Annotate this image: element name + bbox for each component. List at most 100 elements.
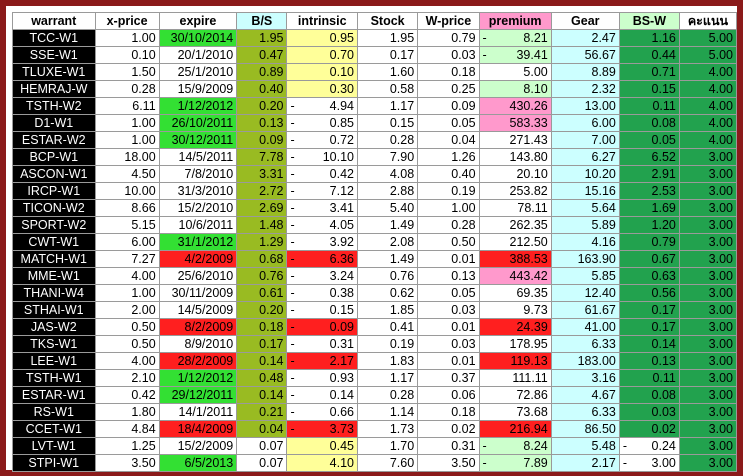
- w-price-cell[interactable]: 0.50: [417, 233, 480, 251]
- expire-cell[interactable]: 30/11/2009: [158, 284, 238, 302]
- w-price-cell[interactable]: 0.03: [417, 46, 480, 64]
- w-price-cell[interactable]: 0.01: [417, 352, 480, 370]
- stock-cell[interactable]: 1.17: [356, 97, 419, 115]
- premium-cell[interactable]: 9.73: [478, 301, 552, 319]
- premium-cell[interactable]: 216.94: [478, 420, 552, 438]
- stock-cell[interactable]: 1.49: [356, 216, 419, 234]
- expire-cell[interactable]: 15/2/2010: [158, 199, 238, 217]
- header-warrant[interactable]: warrant: [12, 12, 96, 30]
- table-row[interactable]: LVT-W1 1.25 15/2/2009 0.07 0.45 1.70 0.31-8.24…: [12, 437, 738, 455]
- w-price-cell[interactable]: 0.09: [417, 97, 480, 115]
- expire-cell[interactable]: 14/1/2011: [158, 403, 238, 421]
- expire-cell[interactable]: 14/5/2009: [158, 301, 238, 319]
- stock-cell[interactable]: 1.70: [356, 437, 419, 455]
- premium-cell[interactable]: 5.00: [478, 63, 552, 81]
- gear-cell[interactable]: 2.47: [550, 29, 620, 47]
- w-price-cell[interactable]: 3.50: [417, 454, 480, 472]
- warrant-cell[interactable]: MATCH-W1: [12, 250, 96, 268]
- expire-cell[interactable]: 15/9/2009: [158, 80, 238, 98]
- table-row[interactable]: D1-W1 1.00 26/10/2011 0.13- 0.85 0.15 0.05 583.…: [12, 114, 738, 132]
- w-price-cell[interactable]: 0.01: [417, 250, 480, 268]
- table-row[interactable]: TSTH-W1 2.10 1/12/2012 0.48- 0.93 1.17 0.37 111…: [12, 369, 738, 387]
- table-row[interactable]: TICON-W2 8.66 15/2/2010 2.69- 3.41 5.40 1.00 78…: [12, 199, 738, 217]
- intrinsic-cell[interactable]: - 0.38: [286, 284, 358, 302]
- w-price-cell[interactable]: 0.05: [417, 114, 480, 132]
- score-cell[interactable]: 4.00: [678, 80, 738, 98]
- bs-w-cell[interactable]: 6.52: [618, 148, 680, 166]
- w-price-cell[interactable]: 0.04: [417, 131, 480, 149]
- bs-w-cell[interactable]: - 0.24: [618, 437, 680, 455]
- stock-cell[interactable]: 0.58: [356, 80, 419, 98]
- intrinsic-cell[interactable]: - 6.36: [286, 250, 358, 268]
- w-price-cell[interactable]: 0.03: [417, 301, 480, 319]
- header-w-price[interactable]: W-price: [417, 12, 480, 30]
- table-row[interactable]: TKS-W1 0.50 8/9/2010 0.17- 0.31 0.19 0.03 178.9…: [12, 335, 738, 353]
- intrinsic-cell[interactable]: - 10.10: [286, 148, 358, 166]
- stock-cell[interactable]: 1.95: [356, 29, 419, 47]
- bs-cell[interactable]: 0.07: [236, 454, 288, 472]
- warrant-cell[interactable]: STPI-W1: [12, 454, 96, 472]
- premium-cell[interactable]: 72.86: [478, 386, 552, 404]
- stock-cell[interactable]: 0.28: [356, 131, 419, 149]
- premium-cell[interactable]: 78.11: [478, 199, 552, 217]
- gear-cell[interactable]: 2.32: [550, 80, 620, 98]
- bs-w-cell[interactable]: 0.02: [618, 420, 680, 438]
- stock-cell[interactable]: 0.76: [356, 267, 419, 285]
- warrant-cell[interactable]: LVT-W1: [12, 437, 96, 455]
- table-row[interactable]: JAS-W2 0.50 8/2/2009 0.18- 0.09 0.41 0.01 24.39…: [12, 318, 738, 336]
- premium-cell[interactable]: 73.68: [478, 403, 552, 421]
- table-row[interactable]: MATCH-W1 7.27 4/2/2009 0.68- 6.36 1.49 0.01 388…: [12, 250, 738, 268]
- premium-cell[interactable]: 583.33: [478, 114, 552, 132]
- bs-cell[interactable]: 0.17: [236, 335, 288, 353]
- intrinsic-cell[interactable]: 4.10: [286, 454, 358, 472]
- premium-cell[interactable]: 262.35: [478, 216, 552, 234]
- expire-cell[interactable]: 28/2/2009: [158, 352, 238, 370]
- header-stock[interactable]: Stock: [356, 12, 419, 30]
- gear-cell[interactable]: 5.89: [550, 216, 620, 234]
- gear-cell[interactable]: 183.00: [550, 352, 620, 370]
- bs-cell[interactable]: 0.47: [236, 46, 288, 64]
- expire-cell[interactable]: 26/10/2011: [158, 114, 238, 132]
- premium-cell[interactable]: 20.10: [478, 165, 552, 183]
- premium-cell[interactable]: - 7.89: [478, 454, 552, 472]
- bs-cell[interactable]: 0.14: [236, 386, 288, 404]
- gear-cell[interactable]: 3.16: [550, 369, 620, 387]
- w-price-cell[interactable]: 0.18: [417, 63, 480, 81]
- intrinsic-cell[interactable]: - 3.73: [286, 420, 358, 438]
- bs-w-cell[interactable]: 1.16: [618, 29, 680, 47]
- table-row[interactable]: SPORT-W2 5.15 10/6/2011 1.48- 4.05 1.49 0.28 26…: [12, 216, 738, 234]
- header-bs-w[interactable]: BS-W: [618, 12, 680, 30]
- score-cell[interactable]: 3.00: [678, 199, 738, 217]
- score-cell[interactable]: 3.00: [678, 301, 738, 319]
- stock-cell[interactable]: 1.73: [356, 420, 419, 438]
- premium-cell[interactable]: 212.50: [478, 233, 552, 251]
- score-cell[interactable]: 3.00: [678, 403, 738, 421]
- intrinsic-cell[interactable]: - 0.42: [286, 165, 358, 183]
- table-row[interactable]: ASCON-W1 4.50 7/8/2010 3.31- 0.42 4.08 0.40 20.…: [12, 165, 738, 183]
- x-price-cell[interactable]: 0.10: [94, 46, 160, 64]
- score-cell[interactable]: 3.00: [678, 454, 738, 472]
- w-price-cell[interactable]: 0.40: [417, 165, 480, 183]
- warrant-cell[interactable]: ASCON-W1: [12, 165, 96, 183]
- intrinsic-cell[interactable]: - 0.85: [286, 114, 358, 132]
- intrinsic-cell[interactable]: - 0.14: [286, 386, 358, 404]
- bs-w-cell[interactable]: 2.91: [618, 165, 680, 183]
- stock-cell[interactable]: 0.19: [356, 335, 419, 353]
- w-price-cell[interactable]: 0.06: [417, 386, 480, 404]
- premium-cell[interactable]: - 39.41: [478, 46, 552, 64]
- expire-cell[interactable]: 15/2/2009: [158, 437, 238, 455]
- x-price-cell[interactable]: 0.42: [94, 386, 160, 404]
- table-row[interactable]: LEE-W1 4.00 28/2/2009 0.14- 2.17 1.83 0.01 119.…: [12, 352, 738, 370]
- warrant-cell[interactable]: HEMRAJ-W: [12, 80, 96, 98]
- warrant-cell[interactable]: SPORT-W2: [12, 216, 96, 234]
- intrinsic-cell[interactable]: - 7.12: [286, 182, 358, 200]
- header-expire[interactable]: expire: [158, 12, 238, 30]
- bs-w-cell[interactable]: 0.17: [618, 301, 680, 319]
- expire-cell[interactable]: 31/3/2010: [158, 182, 238, 200]
- intrinsic-cell[interactable]: 0.30: [286, 80, 358, 98]
- score-cell[interactable]: 3.00: [678, 250, 738, 268]
- w-price-cell[interactable]: 1.00: [417, 199, 480, 217]
- x-price-cell[interactable]: 1.00: [94, 131, 160, 149]
- score-cell[interactable]: 3.00: [678, 386, 738, 404]
- intrinsic-cell[interactable]: 0.70: [286, 46, 358, 64]
